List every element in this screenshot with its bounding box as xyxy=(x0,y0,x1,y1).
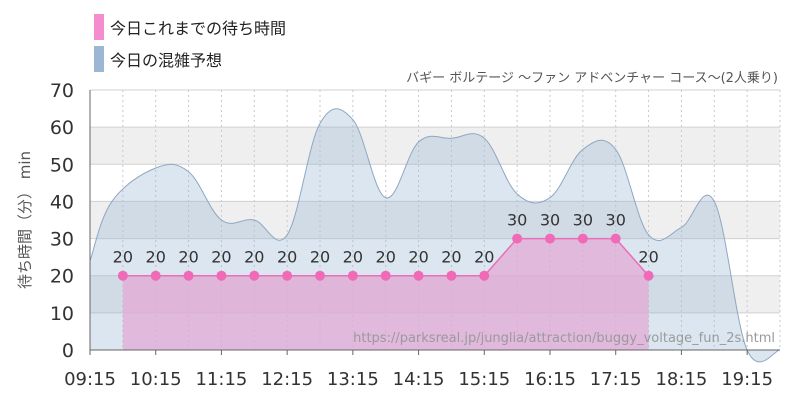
actual-point xyxy=(216,270,227,281)
grid-band xyxy=(90,127,780,165)
y-axis-label: 待ち時間（分） min xyxy=(16,151,34,289)
legend-label-actual: 今日これまでの待ち時間 xyxy=(110,19,286,38)
actual-point-label: 20 xyxy=(244,248,264,267)
actual-point-label: 20 xyxy=(211,248,231,267)
actual-point-label: 30 xyxy=(540,211,560,230)
x-tick-label: 19:15 xyxy=(721,369,773,390)
legend-swatch-forecast xyxy=(94,46,104,72)
actual-point xyxy=(183,270,194,281)
x-tick-label: 15:15 xyxy=(458,369,510,390)
legend-label-forecast: 今日の混雑予想 xyxy=(110,51,222,70)
actual-point xyxy=(512,233,523,244)
actual-area xyxy=(122,238,649,350)
series-layer xyxy=(89,108,781,363)
y-tick-label: 20 xyxy=(50,266,74,288)
actual-point-label: 20 xyxy=(474,248,494,267)
actual-point-label: 20 xyxy=(408,248,428,267)
actual-point xyxy=(545,233,555,244)
x-tick-label: 12:15 xyxy=(261,369,313,390)
actual-point xyxy=(347,270,358,281)
y-tick-label: 70 xyxy=(50,80,74,102)
chart-subtitle: バギー ボルテージ 〜ファン アドベンチャー コース〜(2人乗り) xyxy=(406,71,778,86)
actual-point-label: 20 xyxy=(178,248,198,267)
y-tick-label: 10 xyxy=(50,303,74,325)
actual-point-label: 20 xyxy=(343,248,363,267)
actual-point xyxy=(479,270,490,281)
actual-point-label: 20 xyxy=(376,248,396,267)
forecast-line xyxy=(89,108,781,363)
actual-point xyxy=(315,270,325,281)
actual-point-label: 20 xyxy=(146,248,166,267)
x-tick-label: 16:15 xyxy=(524,369,576,390)
x-tick-label: 11:15 xyxy=(195,369,247,390)
actual-point xyxy=(413,270,424,281)
actual-point xyxy=(446,270,457,281)
actual-point xyxy=(117,270,128,281)
x-tick-label: 10:15 xyxy=(130,369,182,390)
y-tick-label: 60 xyxy=(50,117,74,139)
y-tick-label: 0 xyxy=(62,340,74,362)
actual-point xyxy=(150,270,161,281)
actual-point xyxy=(643,270,654,281)
actual-point-label: 20 xyxy=(310,248,330,267)
source-url: https://parksreal.jp/junglia/attraction/… xyxy=(353,331,775,346)
axes: 0 10 20 30 40 50 60 70 09:15 10:15 11:15 12:15 13:15… xyxy=(50,80,780,390)
actual-point xyxy=(282,270,293,281)
x-tick-label: 17:15 xyxy=(590,369,642,390)
y-tick-label: 30 xyxy=(50,229,74,251)
actual-point xyxy=(610,233,621,244)
actual-point xyxy=(380,270,391,281)
grid-band xyxy=(90,201,780,239)
actual-point xyxy=(577,233,588,244)
actual-point-label: 30 xyxy=(606,211,626,230)
actual-point-label: 30 xyxy=(573,211,593,230)
chart-labels: 20 20 20 20 20 20 20 20 20 20 20 20 30 30 30 30 20 xyxy=(113,211,659,267)
legend-swatch-actual xyxy=(94,14,104,40)
actual-point-label: 30 xyxy=(507,211,527,230)
actual-point xyxy=(249,270,260,281)
y-tick-label: 50 xyxy=(50,154,74,176)
x-tick-label: 09:15 xyxy=(64,369,116,390)
actual-point-label: 20 xyxy=(277,248,297,267)
actual-point-label: 20 xyxy=(441,248,461,267)
y-tick-label: 40 xyxy=(50,191,74,213)
actual-point-label: 20 xyxy=(113,248,133,267)
x-tick-label: 18:15 xyxy=(655,369,707,390)
x-tick-label: 13:15 xyxy=(327,369,379,390)
actual-point-label: 20 xyxy=(638,248,658,267)
x-tick-label: 14:15 xyxy=(393,369,445,390)
